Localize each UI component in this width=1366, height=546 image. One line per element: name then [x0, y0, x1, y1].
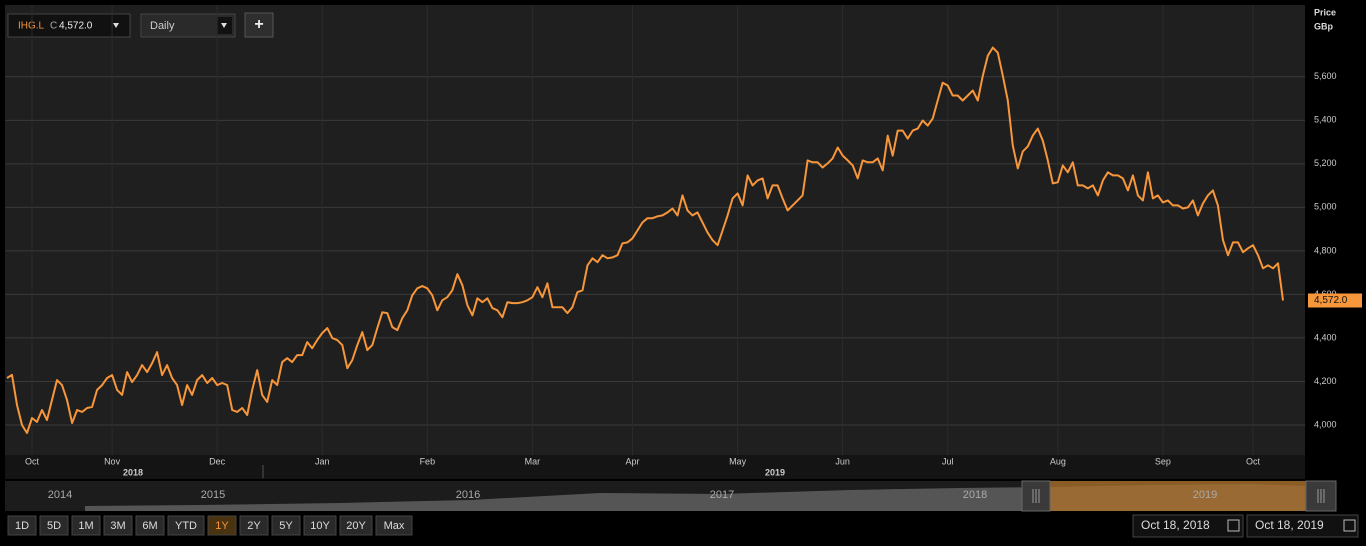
date-to: Oct 18, 2019 [1255, 518, 1324, 532]
navigator-year: 2014 [48, 489, 72, 501]
dropdown-arrow [113, 23, 119, 28]
range-button[interactable] [7, 515, 37, 536]
range-button-label: Max [384, 520, 405, 532]
y-tick-label: 4,800 [1314, 245, 1337, 255]
year-label: 2019 [765, 467, 785, 477]
handle-grips [1032, 489, 1325, 503]
x-tick-label: Nov [104, 456, 121, 466]
range-button-label: 20Y [346, 520, 366, 532]
range-button[interactable] [375, 515, 413, 536]
x-tick-label: Oct [1246, 456, 1261, 466]
add-button[interactable] [244, 12, 274, 38]
y-tick-label: 4,000 [1314, 419, 1337, 429]
range-button[interactable] [167, 515, 205, 536]
range-button[interactable] [239, 515, 269, 536]
y-tick-label: 4,400 [1314, 332, 1337, 342]
x-tick-label: Jan [315, 456, 330, 466]
price-line [6, 46, 1284, 434]
range-button[interactable] [103, 515, 133, 536]
year-label: 2018 [123, 467, 143, 477]
x-tick-label: Jun [835, 456, 850, 466]
range-button[interactable] [271, 515, 301, 536]
last-value-label: 4,572.0 [1314, 295, 1348, 306]
y-axis-unit: GBp [1314, 21, 1334, 31]
calendar-icon[interactable] [1227, 519, 1240, 532]
dropdown-arrow [221, 23, 227, 28]
range-button[interactable] [303, 515, 337, 536]
price: 4,572.0 [59, 21, 93, 32]
navigator-year: 2017 [710, 489, 734, 501]
navigator-area [85, 484, 1305, 511]
range-button[interactable] [207, 515, 237, 536]
range-button[interactable] [39, 515, 69, 536]
x-tick-label: Apr [625, 456, 639, 466]
symbol: IHG.L [18, 21, 45, 32]
interval: Daily [150, 20, 175, 32]
y-tick-label: 5,600 [1314, 71, 1337, 81]
range-button-label: 1D [15, 520, 29, 532]
price-prefix: C [50, 21, 57, 32]
x-tick-label: Dec [209, 456, 226, 466]
x-tick-label: Aug [1050, 456, 1066, 466]
navigator-year: 2016 [456, 489, 480, 501]
range-button[interactable] [339, 515, 373, 536]
last-value-box [1308, 293, 1362, 308]
interval-box[interactable] [140, 13, 236, 38]
range-button-label: 5D [47, 520, 61, 532]
x-tick-label: Feb [420, 456, 436, 466]
y-axis-label: Price [1314, 7, 1336, 17]
y-tick-label: 5,200 [1314, 158, 1337, 168]
y-tick-label: 4,200 [1314, 376, 1337, 386]
date-from-box[interactable] [1132, 514, 1244, 538]
date-to-box[interactable] [1246, 514, 1359, 538]
range-button-label: 5Y [279, 520, 293, 532]
x-tick-label: May [729, 456, 747, 466]
y-tick-label: 5,400 [1314, 115, 1337, 125]
symbol-box[interactable] [7, 13, 131, 38]
x-tick-label: Sep [1155, 456, 1171, 466]
navigator-year: 2015 [201, 489, 225, 501]
y-tick-label: 5,000 [1314, 202, 1337, 212]
range-button[interactable] [135, 515, 165, 536]
date-from: Oct 18, 2018 [1141, 518, 1210, 532]
range-button-label: 1Y [215, 520, 229, 532]
range-button-label: YTD [175, 520, 197, 532]
range-button-label: 1M [78, 520, 93, 532]
x-axis-band [5, 455, 1305, 479]
range-button[interactable] [71, 515, 101, 536]
add-label: + [254, 16, 263, 33]
navigator-selection [1050, 481, 1306, 511]
range-button-label: 2Y [247, 520, 261, 532]
x-tick-label: Mar [525, 456, 541, 466]
x-tick-label: Jul [942, 456, 954, 466]
calendar-icon[interactable] [1343, 519, 1356, 532]
x-tick-label: Oct [25, 456, 40, 466]
range-button-label: 6M [142, 520, 157, 532]
range-button-label: 10Y [310, 520, 330, 532]
plot-area [5, 5, 1305, 455]
navigator-year: 2019 [1193, 489, 1217, 501]
range-button-label: 3M [110, 520, 125, 532]
navigator-year: 2018 [963, 489, 987, 501]
navigator-handle-right[interactable] [1305, 480, 1337, 512]
